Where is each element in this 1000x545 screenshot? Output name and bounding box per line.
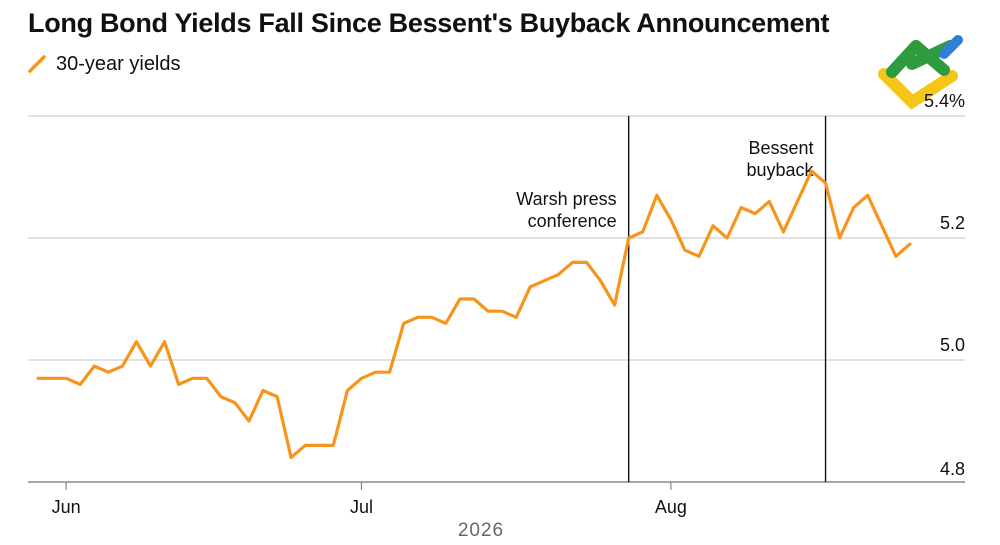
series-line-30-year-yields [36, 169, 912, 460]
x-tick-label: Aug [655, 497, 687, 517]
annotation-label: Warsh press [516, 189, 616, 209]
y-tick-label: 5.2 [940, 213, 965, 233]
y-tick-label: 5.4% [924, 91, 965, 111]
x-axis-year-label: 2026 [458, 520, 504, 541]
annotation-label: buyback [747, 160, 815, 180]
y-tick-label: 4.8 [940, 459, 965, 479]
brand-logo-icon [878, 35, 963, 110]
chart-title: Long Bond Yields Fall Since Bessent's Bu… [28, 8, 830, 38]
x-tick-label: Jun [52, 497, 81, 517]
legend-label: 30-year yields [56, 52, 181, 75]
legend: 30-year yields [28, 52, 181, 76]
legend-line-icon [28, 55, 46, 73]
y-tick-label: 5.0 [940, 335, 965, 355]
annotation-label: conference [528, 211, 617, 231]
annotation-label: Bessent [749, 138, 814, 158]
x-tick-label: Jul [350, 497, 373, 517]
